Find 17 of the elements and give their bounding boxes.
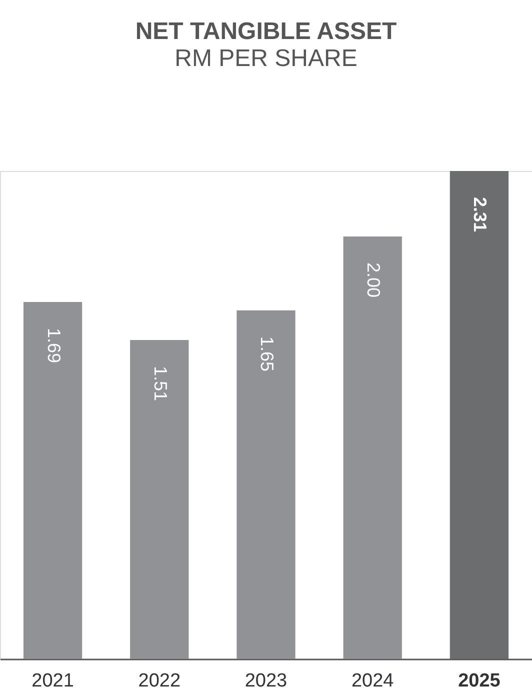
data-label: 1.65 — [257, 336, 277, 372]
bar — [236, 310, 296, 659]
bar — [450, 171, 509, 659]
data-label: 2.00 — [364, 262, 384, 298]
bar — [130, 340, 189, 659]
bar — [343, 236, 402, 659]
x-tick-label: 2021 — [32, 670, 74, 692]
data-label: 1.69 — [44, 328, 64, 364]
x-tick-label: 2023 — [244, 670, 288, 692]
chart-title: NET TANGIBLE ASSET — [135, 18, 398, 45]
bar — [23, 302, 82, 659]
chart-subtitle: RM PER SHARE — [174, 45, 358, 72]
x-tick-label: 2022 — [138, 670, 181, 692]
data-label: 1.51 — [150, 366, 170, 402]
x-tick-label: 2025 — [458, 670, 501, 692]
x-tick-label: 2024 — [351, 670, 394, 692]
data-label: 2.31 — [470, 197, 490, 232]
